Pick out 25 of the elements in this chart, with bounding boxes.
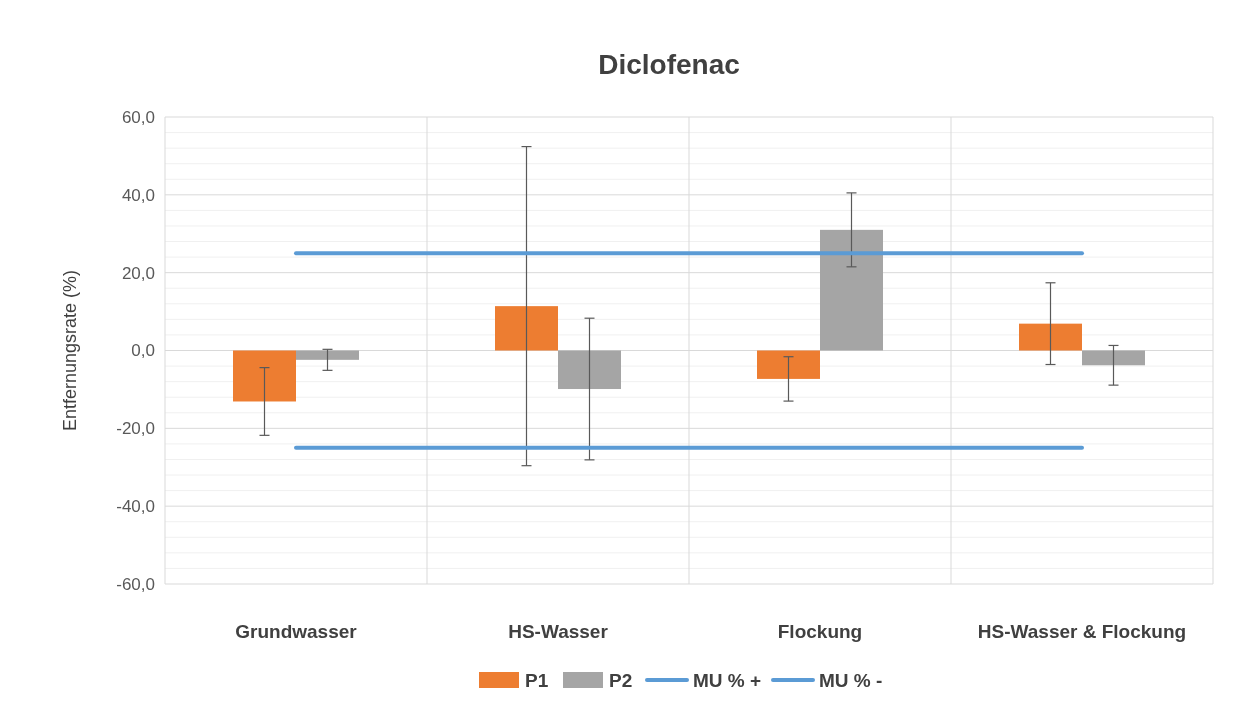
- bar: [757, 350, 820, 379]
- y-tick-label: 40,0: [121, 185, 155, 205]
- y-tick-label: 20,0: [121, 263, 155, 283]
- x-tick-label: Grundwasser: [235, 621, 358, 642]
- legend-label: MU % +: [693, 669, 762, 691]
- bar: [1082, 350, 1145, 366]
- y-tick-label: 60,0: [121, 107, 155, 127]
- x-tick-label: Flockung: [777, 621, 863, 642]
- legend-label: MU % -: [819, 669, 883, 691]
- legend-label: P2: [609, 669, 633, 691]
- bar: [558, 350, 621, 390]
- bar: [296, 350, 359, 360]
- bar: [495, 306, 558, 351]
- bar: [233, 350, 296, 402]
- x-tick-label: HS-Wasser: [508, 621, 609, 642]
- y-tick-label: 0,0: [131, 341, 155, 361]
- bar: [820, 229, 883, 351]
- legend-label: P1: [525, 669, 549, 691]
- chart-title: Diclofenac: [598, 49, 740, 80]
- y-tick-label: -60,0: [116, 574, 155, 594]
- x-tick-label: HS-Wasser & Flockung: [977, 621, 1187, 642]
- y-axis-title: Entfernungsrate (%): [60, 269, 80, 432]
- y-tick-label: -20,0: [116, 419, 155, 439]
- y-tick-label: -40,0: [116, 497, 155, 517]
- bar: [1019, 323, 1082, 351]
